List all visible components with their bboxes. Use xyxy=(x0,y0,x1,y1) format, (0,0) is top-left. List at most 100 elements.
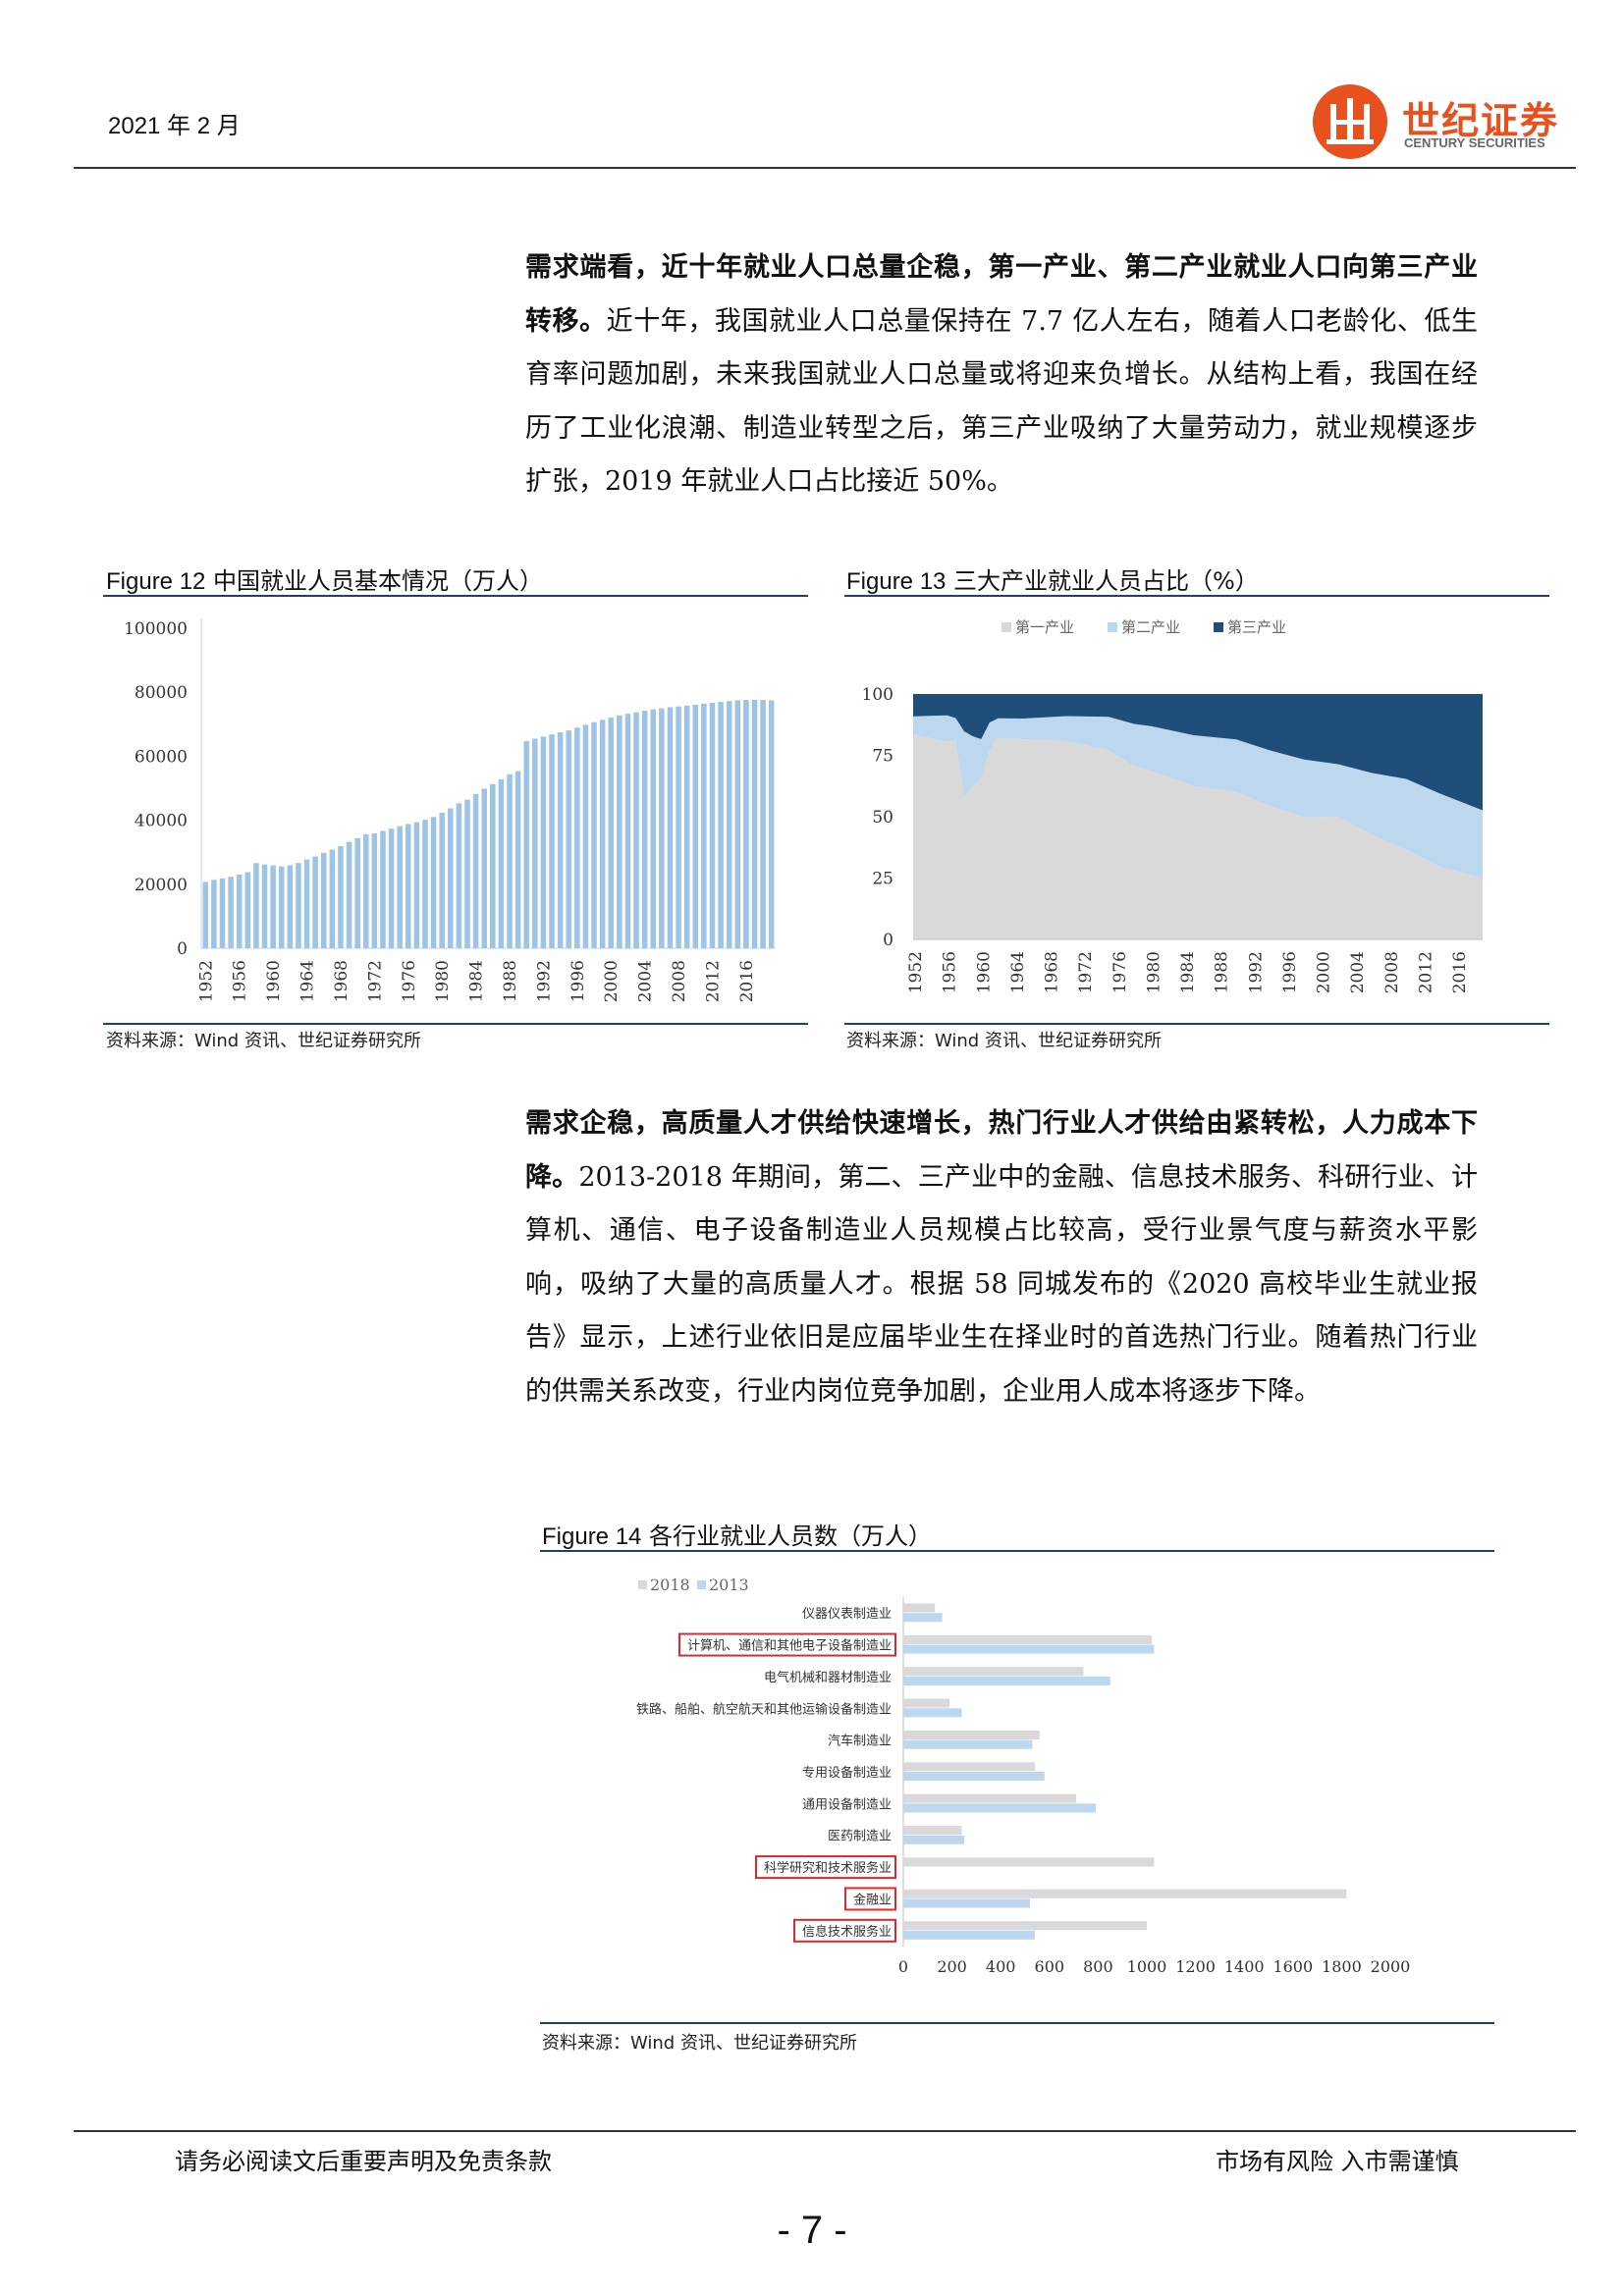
x-tick-label: 1976 xyxy=(1110,951,1130,993)
bar-1985 xyxy=(481,788,487,948)
legend-label-第三产业: 第三产业 xyxy=(1227,618,1286,636)
bar-2018 xyxy=(903,1826,962,1836)
category-highlight-box xyxy=(755,1855,896,1880)
x-tick-label: 1964 xyxy=(1008,951,1028,993)
x-tick-label: 1980 xyxy=(1144,951,1164,993)
category-label: 汽车制造业 xyxy=(828,1734,892,1749)
area-第二产业 xyxy=(913,715,1483,879)
bar-2018 xyxy=(903,1698,950,1708)
x-tick-label: 1956 xyxy=(941,951,960,993)
x-tick-label: 1956 xyxy=(231,960,250,1002)
bar-1952 xyxy=(202,881,209,948)
x-tick-label: 1968 xyxy=(1043,951,1062,993)
bar-2018 xyxy=(903,1603,936,1613)
y-tick-label: 50 xyxy=(872,808,893,828)
bar-2008 xyxy=(676,706,681,948)
figure-13-caption: Figure 13 三大产业就业人员占比（%） xyxy=(846,561,1259,596)
bar-2005 xyxy=(650,709,657,948)
legend-swatch-第一产业 xyxy=(1001,622,1011,632)
bar-1956 xyxy=(236,874,243,948)
logo-glyph-icon xyxy=(1326,98,1374,144)
x-tick-label: 1000 xyxy=(1127,1957,1167,1976)
company-logo-icon xyxy=(1313,84,1387,159)
bar-2004 xyxy=(641,710,648,948)
paragraph-2-body: 2013-2018 年期间，第二、三产业中的金融、信息技术服务、科研行业、计算机… xyxy=(525,1161,1478,1407)
bar-2001 xyxy=(617,715,623,948)
x-tick-label: 400 xyxy=(986,1957,1016,1976)
figure-12-source: 资料来源：Wind 资讯、世纪证券研究所 xyxy=(106,1031,421,1051)
y-tick-label: 0 xyxy=(177,939,188,959)
y-tick-label: 100000 xyxy=(124,619,188,639)
category-label: 计算机、通信和其他电子设备制造业 xyxy=(687,1638,892,1654)
bar-2002 xyxy=(624,714,631,948)
bar-1967 xyxy=(329,849,336,948)
bar-1976 xyxy=(406,824,411,948)
area-第一产业 xyxy=(913,734,1483,939)
footer-risk-warning: 市场有风险 入市需谨慎 xyxy=(1216,2148,1459,2175)
x-tick-label: 2008 xyxy=(670,960,689,1002)
legend-label-第二产业: 第二产业 xyxy=(1121,618,1180,636)
bar-1970 xyxy=(354,837,360,948)
area-第三产业 xyxy=(913,694,1483,811)
figure-13-source: 资料来源：Wind 资讯、世纪证券研究所 xyxy=(846,1031,1162,1051)
page-number: - 7 - xyxy=(777,2209,847,2252)
bar-1990 xyxy=(523,740,529,948)
x-tick-label: 600 xyxy=(1035,1957,1065,1976)
figure-14-top-rule xyxy=(540,1550,1494,1552)
x-tick-label: 1996 xyxy=(1280,951,1300,993)
figure-14-bottom-rule xyxy=(540,2022,1494,2024)
figure-13-top-rule xyxy=(844,595,1549,597)
x-tick-label: 1972 xyxy=(1076,951,1096,993)
x-tick-label: 2000 xyxy=(1371,1957,1411,1976)
bar-2018 xyxy=(903,1857,1155,1867)
bar-2013 xyxy=(903,1803,1096,1813)
figure-14-title: 各行业就业人员数（万人） xyxy=(649,1522,933,1550)
figure-12-caption: Figure 12 中国就业人员基本情况（万人） xyxy=(106,561,543,596)
bar-1996 xyxy=(574,727,580,948)
footer-divider xyxy=(74,2130,1576,2132)
x-tick-label: 1952 xyxy=(906,951,926,993)
bar-1971 xyxy=(363,833,369,948)
x-tick-label: 2004 xyxy=(636,960,656,1002)
figure-14-chart: 2018 2013 仪器仪表制造业计算机、通信和其他电子设备制造业电气机械和器材制造… xyxy=(636,1575,1411,1976)
y-tick-label: 40000 xyxy=(135,812,188,831)
paragraph-employment-demand: 需求端看，近十年就业人口总量企稳，第一产业、第二产业就业人口向第三产业转移。近十… xyxy=(525,241,1478,509)
bar-1998 xyxy=(591,721,597,948)
bar-2013 xyxy=(903,1835,964,1844)
category-highlight-box xyxy=(844,1887,896,1911)
bar-2018 xyxy=(903,1889,1347,1898)
bar-2016 xyxy=(743,700,749,948)
bar-2018 xyxy=(903,1667,1084,1677)
y-tick-label: 60000 xyxy=(135,747,188,767)
bar-1993 xyxy=(549,734,555,948)
bar-1980 xyxy=(439,812,445,948)
header-divider xyxy=(74,167,1576,169)
bar-1999 xyxy=(599,720,606,948)
bar-2013 xyxy=(903,1898,1030,1908)
legend-label-2018: 2018 xyxy=(650,1575,690,1594)
bar-2018 xyxy=(903,1730,1040,1739)
header-date: 2021 年 2 月 xyxy=(108,113,241,139)
bar-1973 xyxy=(380,830,386,948)
bar-2013 xyxy=(903,1930,1035,1940)
x-tick-label: 2008 xyxy=(1382,951,1402,993)
bar-2013 xyxy=(903,1676,1110,1685)
category-label: 医药制造业 xyxy=(828,1830,892,1844)
footer-disclaimer: 请务必阅读文后重要声明及免责条款 xyxy=(175,2148,552,2175)
x-tick-label: 2004 xyxy=(1348,951,1368,993)
bar-2013 xyxy=(903,1644,1155,1654)
y-tick-label: 20000 xyxy=(135,876,188,895)
x-tick-label: 2000 xyxy=(602,960,622,1002)
figure-12-chart: 0 20000 40000 60000 80000 100000 1952 1956 1960 1… xyxy=(124,618,776,1002)
x-tick-label: 1968 xyxy=(332,960,352,1002)
paragraph-1-body: 近十年，我国就业人口总量保持在 7.7 亿人左右，随着人口老龄化、低生育率问题加… xyxy=(525,305,1478,498)
bar-1955 xyxy=(228,877,234,948)
figure-14-caption: Figure 14 各行业就业人员数（万人） xyxy=(542,1517,932,1551)
x-tick-label: 0 xyxy=(898,1957,908,1976)
bar-1979 xyxy=(430,817,437,948)
legend-swatch-2018 xyxy=(638,1580,647,1589)
bar-1992 xyxy=(540,736,547,948)
bar-2013 xyxy=(718,702,724,948)
bar-1978 xyxy=(422,820,428,948)
y-tick-label: 80000 xyxy=(135,683,188,703)
